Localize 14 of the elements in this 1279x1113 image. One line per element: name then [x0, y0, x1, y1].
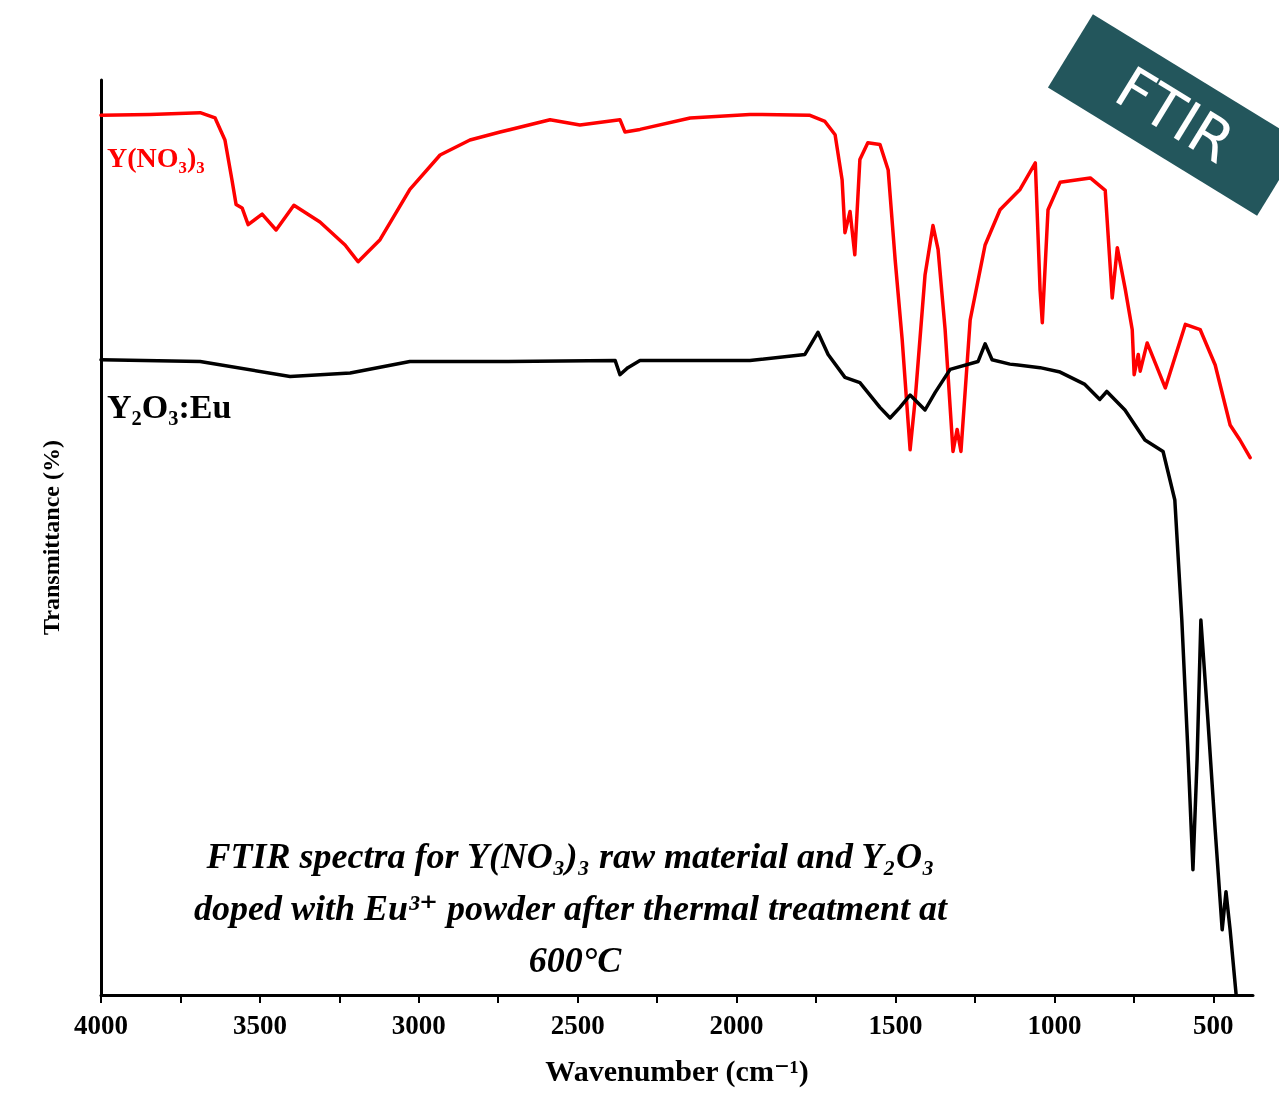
- annotation: FTIR: [1103, 53, 1247, 177]
- x-tick-label: 1500: [868, 1009, 923, 1040]
- x-tick-label: 3000: [391, 1009, 446, 1040]
- x-axis-title: Wavenumber (cm⁻¹): [545, 1053, 809, 1088]
- series-label: Y(NO₃)₃: [107, 141, 205, 173]
- y-axis-title: Transmittance (%): [38, 440, 64, 635]
- x-tick-label: 3500: [232, 1009, 287, 1040]
- x-tick-label: 4000: [74, 1009, 128, 1040]
- series-label: Y₂O₃:Eu: [107, 388, 232, 426]
- annotation: FTIR spectra for Y(NO₃)₃ raw material and Y₂O₃ doped with Eu³⁺ powder after thermal treatment at 600°C: [194, 836, 956, 980]
- x-tick-label: 2000: [709, 1009, 764, 1040]
- x-tick-label: 500: [1193, 1009, 1234, 1040]
- x-tick-label: 1000: [1027, 1009, 1082, 1040]
- x-tick-label: 2500: [550, 1009, 605, 1040]
